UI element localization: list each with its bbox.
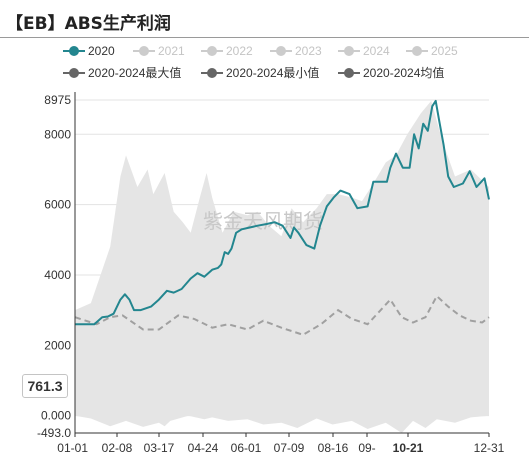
legend-item-min[interactable]: 2020-2024最小值	[201, 65, 319, 81]
legend-marker-icon	[63, 43, 85, 59]
mean-dashed-line	[74, 294, 490, 336]
y-tick-label: 2000	[44, 338, 71, 352]
legend-item-2021[interactable]: 2021	[133, 43, 185, 59]
legend-item-max[interactable]: 2020-2024最大值	[63, 65, 181, 81]
legend-marker-icon	[63, 65, 85, 81]
y-tick-label: -493.0	[37, 426, 71, 440]
x-tick-label: 12-31	[474, 441, 505, 455]
y-tick-label: 8975	[44, 93, 71, 107]
legend-label: 2020	[88, 44, 115, 58]
legend-label: 2020-2024最大值	[88, 66, 182, 80]
legend-item-2024[interactable]: 2024	[338, 43, 390, 59]
legend-item-2022[interactable]: 2022	[201, 43, 253, 59]
legend-label: 2024	[363, 44, 390, 58]
chart-title-bar: 【EB】ABS生产利润	[0, 0, 529, 38]
legend-marker-icon	[201, 65, 223, 81]
x-tick-label: 03-17	[144, 441, 175, 455]
y-tick-label: 8000	[44, 127, 71, 141]
axes: -493.0 0.000 2000 4000 6000 8000 8975 01-01 02-0…	[37, 92, 505, 455]
legend: 2020 2021 2022 2023 2024 2025 2020-2024最…	[0, 40, 529, 88]
legend-label: 2023	[295, 44, 322, 58]
x-tick-label: 07-09	[274, 441, 305, 455]
series-2020-line	[75, 99, 490, 326]
band-area	[75, 100, 489, 434]
x-tick-label: 01-01	[57, 441, 88, 455]
legend-marker-icon	[270, 43, 292, 59]
legend-item-2025[interactable]: 2025	[406, 43, 458, 59]
x-tick-label: 04-24	[188, 441, 219, 455]
watermark: 紫金天风期货	[203, 210, 323, 233]
legend-item-mean[interactable]: 2020-2024均值	[338, 65, 444, 81]
chart-title: 【EB】ABS生产利润	[6, 14, 171, 34]
x-tick-label: 02-08	[102, 441, 133, 455]
legend-item-2023[interactable]: 2023	[270, 43, 322, 59]
x-crosshair-label: 10-21	[393, 441, 424, 455]
legend-marker-icon	[201, 43, 223, 59]
legend-marker-icon	[338, 43, 360, 59]
legend-item-2020[interactable]: 2020	[63, 43, 115, 59]
x-tick-label: 08-16	[318, 441, 349, 455]
y-crosshair-readout: 761.3	[22, 374, 68, 398]
legend-label: 2020-2024最小值	[226, 66, 320, 80]
legend-marker-icon	[133, 43, 155, 59]
legend-marker-icon	[338, 65, 360, 81]
legend-label: 2025	[431, 44, 458, 58]
x-tick-label: 09-	[358, 441, 375, 455]
y-tick-label: 0.000	[41, 409, 71, 423]
max-min-band-area	[75, 100, 489, 434]
series-lines	[74, 99, 490, 336]
y-tick-label: 6000	[44, 198, 71, 212]
legend-marker-icon	[406, 43, 428, 59]
legend-label: 2022	[226, 44, 253, 58]
y-tick-label: 4000	[44, 268, 71, 282]
legend-label: 2021	[158, 44, 185, 58]
x-tick-label: 06-01	[231, 441, 262, 455]
legend-label: 2020-2024均值	[363, 66, 445, 80]
